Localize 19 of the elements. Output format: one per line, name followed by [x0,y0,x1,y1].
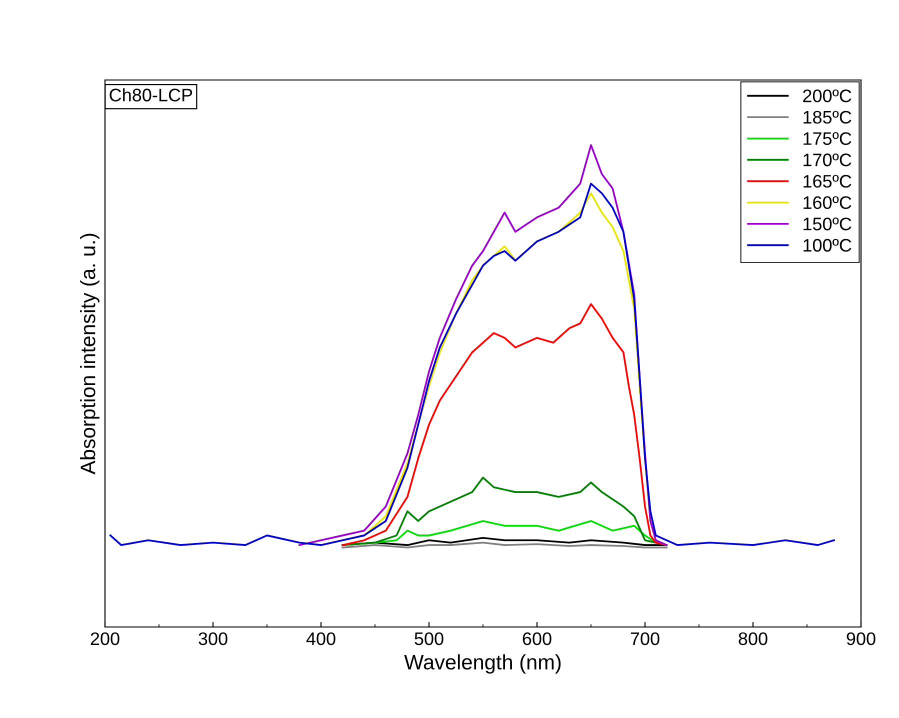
legend-label: 200ºC [803,89,852,102]
x-tick-label: 200 [90,632,120,646]
legend-label: 185ºC [804,110,852,124]
x-tick-label: 400 [306,632,336,646]
legend-label: 165ºC [804,174,852,188]
legend-label: 150ºC [804,218,852,230]
x-tick-label: 700 [630,632,660,646]
legend-label: 160ºC [804,196,852,210]
x-tick-label: 600 [522,632,552,646]
x-tick-label: 800 [738,632,768,646]
legend-label: 100ºC [804,238,852,252]
legend-label: 170ºC [804,154,852,166]
y-axis-title: Absorption intensity (a. u.) [80,234,100,474]
legend-label: 175ºC [804,132,852,145]
x-tick-label: 900 [846,632,876,646]
x-axis-title: Wavelength (nm) [404,654,561,674]
text: Ch80-LCP [110,88,192,102]
x-tick-label: 300 [198,632,228,646]
x-tick-label: 500 [414,632,444,646]
